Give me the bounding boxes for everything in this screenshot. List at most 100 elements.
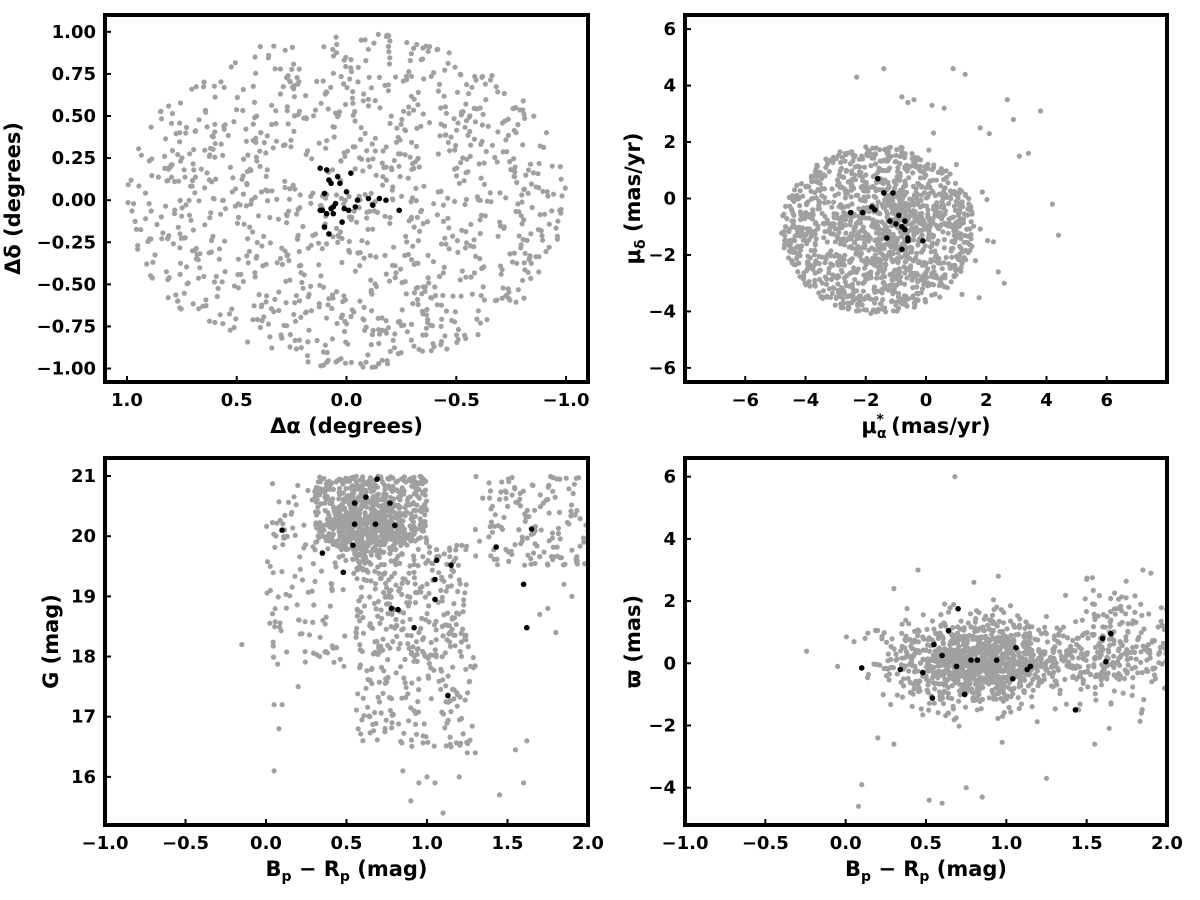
field-point (842, 252, 848, 258)
field-point (857, 253, 863, 259)
field-point (269, 188, 275, 194)
field-point (357, 298, 363, 304)
field-point (441, 93, 447, 99)
field-point (944, 174, 950, 181)
field-point (568, 513, 574, 519)
field-point (910, 208, 916, 214)
field-point (412, 581, 418, 587)
field-point (408, 337, 414, 343)
field-point (318, 273, 324, 279)
field-point (795, 253, 801, 259)
field-point (368, 552, 374, 558)
field-point (812, 190, 818, 196)
field-point (812, 277, 818, 283)
field-point (521, 780, 527, 786)
field-point (853, 269, 860, 275)
field-point (809, 195, 816, 201)
field-point (368, 540, 374, 546)
field-point (971, 223, 977, 229)
field-point (868, 296, 874, 302)
member-point (370, 202, 376, 208)
field-point (828, 248, 834, 254)
field-point (947, 171, 953, 177)
field-point (383, 626, 389, 632)
field-point (355, 691, 361, 697)
field-point (272, 606, 278, 612)
member-point (343, 189, 350, 195)
field-point (340, 587, 346, 593)
field-point (250, 229, 256, 235)
field-point (403, 694, 409, 701)
field-point (363, 489, 369, 495)
field-point (468, 663, 474, 669)
field-point (259, 243, 265, 249)
field-point (881, 630, 887, 636)
field-point (411, 708, 417, 714)
field-point (382, 252, 388, 259)
field-point (418, 589, 424, 595)
field-point (177, 260, 184, 266)
field-point (782, 233, 788, 239)
field-point (184, 281, 190, 287)
field-point (312, 578, 318, 585)
field-point (355, 726, 361, 732)
field-point (520, 237, 526, 243)
field-point (556, 509, 563, 515)
field-point (287, 344, 293, 350)
panel-position: 1.0 0.5 0.0 −0.5 −1.01.000.750.500.250.00−0.… (1, 13, 590, 438)
field-point (489, 142, 495, 148)
field-point (276, 499, 282, 505)
field-point (323, 145, 329, 151)
field-point (364, 668, 370, 674)
member-point (340, 569, 347, 576)
field-point (405, 641, 411, 647)
field-point (475, 332, 481, 338)
field-point (444, 637, 450, 643)
field-point (192, 247, 198, 254)
field-point (900, 207, 906, 214)
field-point (919, 232, 925, 238)
field-point (226, 311, 233, 317)
field-point (889, 257, 896, 263)
field-point (821, 235, 827, 241)
field-point (943, 655, 949, 661)
field-point (454, 690, 460, 696)
field-point (899, 621, 905, 627)
axis-label-part: B (265, 857, 281, 881)
field-point (361, 713, 367, 719)
field-point (320, 284, 327, 290)
field-point (368, 289, 374, 295)
member-point (332, 200, 339, 207)
field-point (917, 277, 924, 283)
field-point (334, 320, 340, 327)
field-point (445, 215, 451, 221)
field-point (549, 208, 555, 214)
axis-label-part: (mag) (350, 857, 428, 881)
field-point (277, 624, 283, 630)
field-point (974, 707, 981, 713)
field-point (365, 103, 372, 109)
field-point (914, 250, 920, 256)
field-point (438, 105, 444, 111)
field-point (382, 729, 388, 735)
field-point (838, 236, 844, 242)
field-point (253, 139, 259, 145)
field-point (915, 200, 921, 206)
field-point (447, 148, 453, 154)
field-point (925, 236, 932, 243)
field-point (181, 235, 187, 241)
field-point (358, 584, 364, 590)
field-point (303, 93, 309, 99)
field-point (309, 156, 315, 162)
field-point (410, 501, 416, 507)
field-point (950, 66, 956, 72)
field-point (417, 522, 423, 528)
field-point (388, 594, 394, 600)
field-point (500, 149, 506, 155)
field-point (937, 169, 943, 175)
field-point (333, 34, 339, 40)
field-point (406, 69, 412, 75)
field-point (370, 226, 376, 232)
field-point (344, 85, 350, 91)
field-point (257, 44, 263, 50)
